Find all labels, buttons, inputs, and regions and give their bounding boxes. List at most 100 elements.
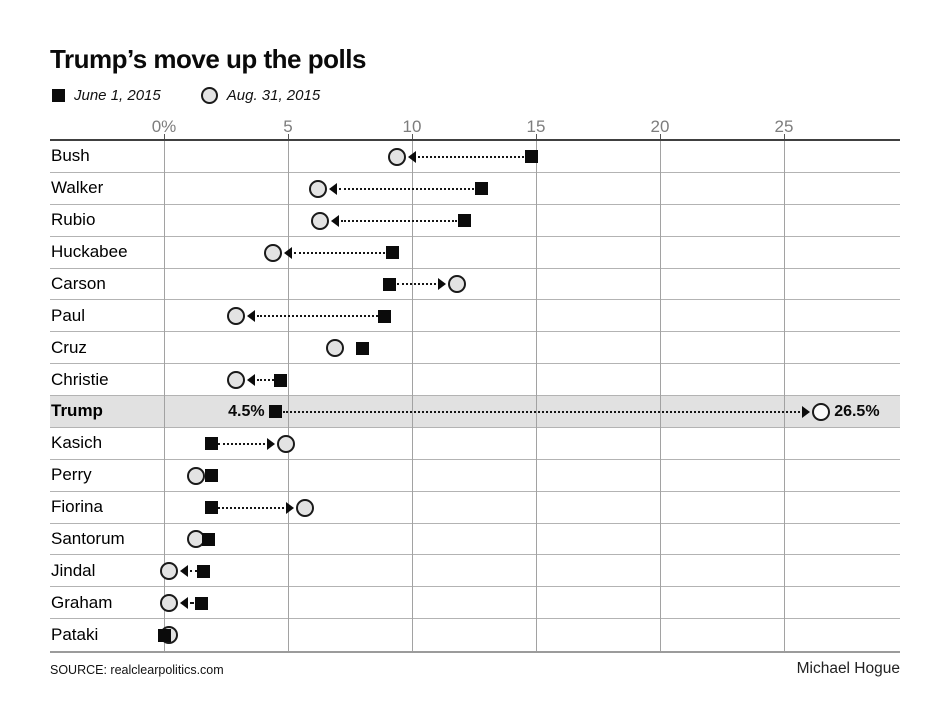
candidate-label: Walker (51, 178, 104, 198)
chart-row-bush: Bush (50, 141, 900, 173)
june-square-marker (157, 628, 171, 642)
chart-row-christie: Christie (50, 364, 900, 396)
dotted-connector (338, 187, 475, 190)
tick-15 (536, 134, 537, 139)
chart-row-perry: Perry (50, 460, 900, 492)
candidate-label: Carson (51, 273, 106, 293)
candidate-label: Jindal (51, 560, 96, 580)
tick-0 (164, 134, 165, 139)
aug-circle-marker (447, 275, 466, 294)
arrow-left-icon (179, 565, 188, 578)
chart-row-pataki: Pataki (50, 619, 900, 651)
june-square-marker (524, 150, 538, 164)
aug-circle-marker (159, 562, 178, 581)
june-square-marker (194, 596, 208, 610)
candidate-label: Bush (51, 146, 90, 166)
arrow-left-icon (328, 182, 337, 195)
arrow-left-icon (179, 597, 188, 610)
author-credit: Michael Hogue (796, 660, 900, 677)
candidate-label: Cruz (51, 337, 87, 357)
axis-tick-label: 25 (774, 117, 794, 136)
chart-row-graham: Graham (50, 587, 900, 620)
chart-row-paul: Paul (50, 300, 900, 333)
dotted-connector (396, 283, 436, 286)
chart-row-kasich: Kasich (50, 428, 900, 460)
dotted-connector (341, 219, 458, 222)
aug-circle-marker (276, 434, 295, 453)
aug-circle-marker (296, 498, 315, 517)
gridline-20 (660, 141, 661, 651)
june-square-marker (197, 564, 211, 578)
june-square-marker (274, 373, 288, 387)
dotted-connector (189, 602, 195, 605)
page-title: Trump’s move up the polls (50, 44, 366, 74)
june-square-marker (204, 437, 218, 451)
axis-tick-label: 20 (650, 117, 670, 136)
aug-circle-marker (311, 211, 330, 230)
june-square-marker (202, 532, 216, 546)
arrow-right-icon (437, 278, 446, 291)
june-square-marker (355, 341, 369, 355)
dotted-connector (189, 570, 197, 573)
axis-tick-label: 10 (402, 117, 422, 136)
chart-row-rubio: Rubio (50, 205, 900, 237)
gridline-25 (784, 141, 785, 651)
candidate-label: Kasich (51, 433, 103, 453)
june-square-marker (378, 309, 392, 323)
aug-circle-marker (226, 307, 245, 326)
legend-aug-label: Aug. 31, 2015 (226, 87, 321, 104)
arrow-right-icon (266, 437, 275, 450)
candidate-label: Trump (51, 401, 103, 421)
june-square-marker (474, 182, 488, 196)
tick-5 (288, 134, 289, 139)
arrow-right-icon (286, 501, 295, 514)
gridline-10 (412, 141, 413, 651)
aug-circle-icon (200, 87, 218, 104)
chart: Bush Walker Rubio Huckabee Carson Paul Cruz Chr… (50, 134, 900, 653)
arrow-left-icon (408, 150, 417, 163)
gridline-0 (164, 141, 165, 651)
dotted-connector (294, 251, 386, 254)
candidate-label: Rubio (51, 210, 96, 230)
chart-row-cruz: Cruz (50, 332, 900, 365)
gridline-5 (288, 141, 289, 651)
arrow-left-icon (246, 310, 255, 323)
candidate-label: Christie (51, 369, 109, 389)
chart-legend: June 1, 2015 Aug. 31, 2015 (52, 87, 350, 104)
june-square-marker (457, 214, 471, 228)
tick-25 (784, 134, 785, 139)
tick-10 (412, 134, 413, 139)
aug-value-label: 26.5% (834, 402, 880, 420)
legend-item-june: June 1, 2015 (52, 87, 161, 104)
chart-row-santorum: Santorum (50, 524, 900, 556)
source-note: SOURCE: realclearpolitics.com (50, 663, 224, 677)
candidate-label: Santorum (51, 528, 125, 548)
axis-tick-label: 0% (151, 117, 177, 136)
june-square-icon (52, 89, 65, 102)
aug-circle-marker (159, 594, 178, 613)
dotted-connector (418, 155, 525, 158)
dotted-connector (218, 442, 265, 445)
chart-row-walker: Walker (50, 173, 900, 205)
june-square-marker (204, 469, 218, 483)
arrow-right-icon (802, 405, 811, 418)
candidate-label: Fiorina (51, 497, 103, 517)
candidate-label: Huckabee (51, 242, 128, 262)
dotted-connector (218, 506, 285, 509)
june-square-marker (385, 246, 399, 260)
aug-circle-marker (187, 466, 206, 485)
aug-circle-marker (226, 371, 245, 390)
dotted-connector (256, 379, 274, 382)
chart-row-huckabee: Huckabee (50, 237, 900, 269)
candidate-label: Pataki (51, 625, 99, 645)
june-square-marker (269, 405, 283, 419)
aug-circle-marker (326, 339, 345, 358)
june-value-label: 4.5% (228, 402, 265, 420)
chart-row-trump: Trump 4.5% 26.5% (50, 396, 900, 428)
arrow-left-icon (331, 214, 340, 227)
aug-circle-marker (264, 243, 283, 262)
aug-circle-marker (812, 402, 831, 421)
arrow-left-icon (284, 246, 293, 259)
dotted-connector (256, 315, 378, 318)
